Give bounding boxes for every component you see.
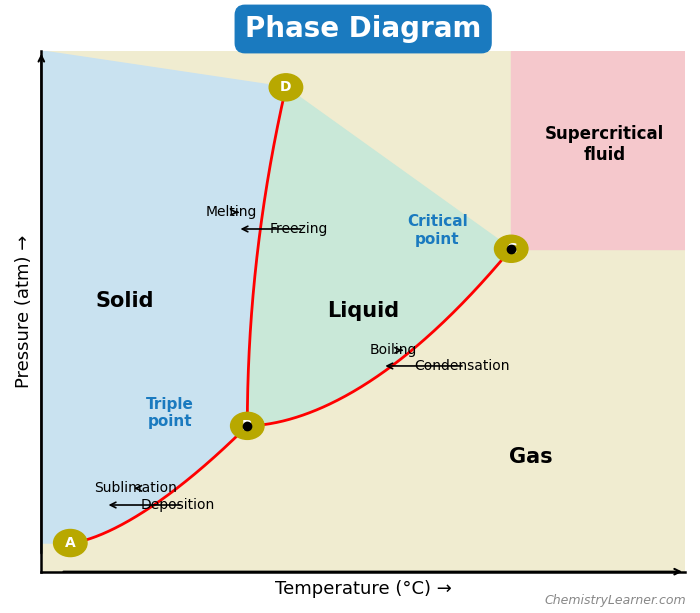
Text: Triple
point: Triple point	[146, 397, 194, 429]
Circle shape	[494, 235, 528, 262]
Polygon shape	[247, 87, 511, 426]
Text: Deposition: Deposition	[141, 498, 216, 512]
Text: A: A	[65, 536, 76, 550]
Circle shape	[54, 530, 87, 557]
Text: Boiling: Boiling	[370, 343, 417, 357]
Polygon shape	[41, 51, 685, 572]
Circle shape	[270, 74, 302, 101]
Text: Liquid: Liquid	[327, 301, 399, 321]
Text: Critical
point: Critical point	[407, 215, 468, 247]
Title: Phase Diagram: Phase Diagram	[245, 15, 482, 43]
Text: C: C	[506, 242, 517, 256]
Circle shape	[230, 413, 264, 440]
Text: Sublimation: Sublimation	[94, 481, 177, 495]
Text: ChemistryLearner.com: ChemistryLearner.com	[545, 594, 686, 607]
Text: Condensation: Condensation	[414, 359, 510, 373]
Text: Supercritical
fluid: Supercritical fluid	[545, 125, 664, 164]
Y-axis label: Pressure (atm) →: Pressure (atm) →	[15, 235, 33, 388]
Text: Freezing: Freezing	[270, 222, 328, 236]
X-axis label: Temperature (°C) →: Temperature (°C) →	[274, 580, 452, 598]
Text: D: D	[280, 80, 292, 94]
Polygon shape	[41, 51, 286, 543]
Text: Gas: Gas	[509, 447, 552, 467]
Text: B: B	[242, 419, 253, 433]
Text: Melting: Melting	[206, 205, 257, 219]
Text: Solid: Solid	[96, 291, 154, 311]
Polygon shape	[511, 51, 685, 249]
